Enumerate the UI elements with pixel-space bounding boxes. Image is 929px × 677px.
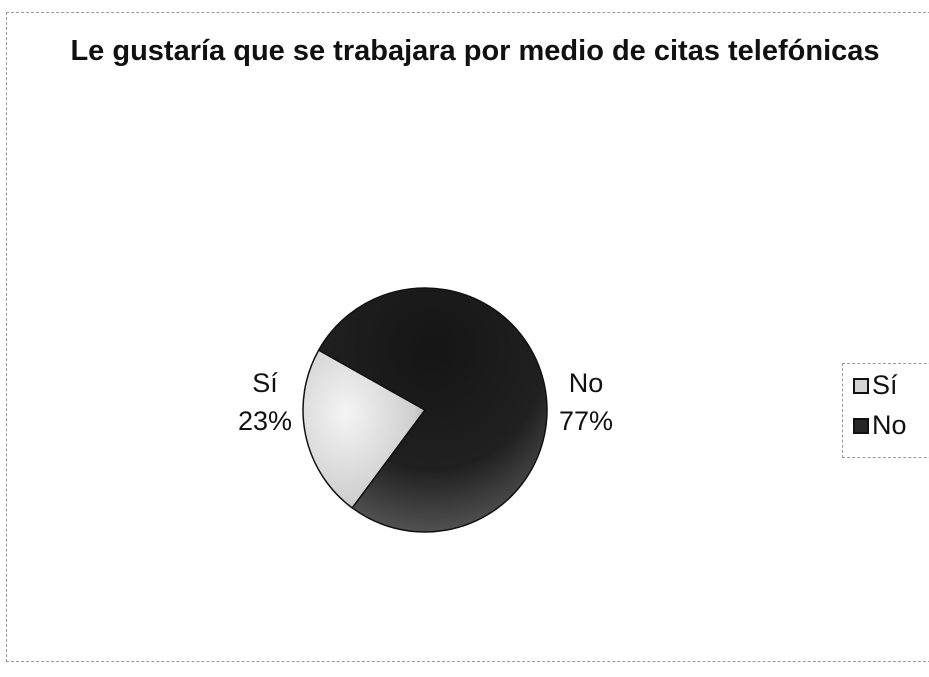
legend: Sí No bbox=[842, 363, 929, 458]
chart-title: Le gustaría que se trabajara por medio d… bbox=[70, 35, 880, 67]
pie-slice-si bbox=[302, 349, 427, 509]
legend-item-si: Sí bbox=[853, 370, 898, 401]
data-label-category-si: Sí bbox=[252, 368, 278, 398]
legend-label-no: No bbox=[872, 410, 907, 440]
pie-slice-no bbox=[317, 287, 548, 533]
legend-item-no: No bbox=[853, 410, 907, 441]
legend-swatch-no bbox=[853, 417, 869, 434]
data-label-percent-si: 23% bbox=[238, 406, 292, 436]
legend-swatch-si bbox=[853, 377, 869, 394]
data-label-category-no: No bbox=[569, 368, 604, 398]
legend-label-si: Sí bbox=[872, 370, 898, 400]
chart-frame bbox=[6, 12, 929, 662]
data-label-percent-no: 77% bbox=[559, 406, 613, 436]
